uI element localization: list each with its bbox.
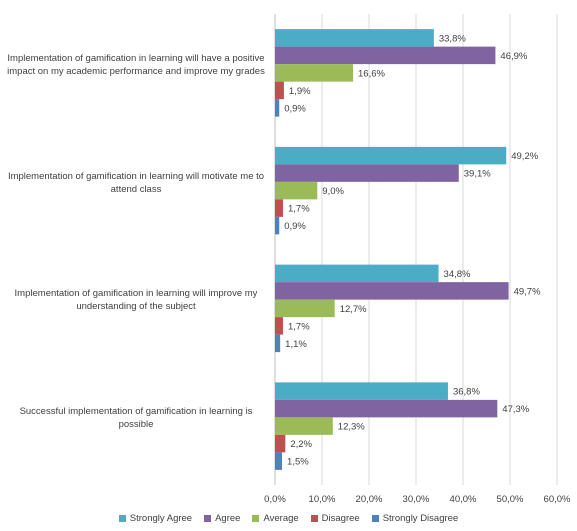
bar-disagree [275,199,283,217]
legend-label: Strongly Agree [129,513,193,524]
legend-swatch [252,515,260,522]
category-label: Implementation of gamification in learni… [14,288,258,313]
data-label: 1,5% [287,457,309,468]
data-label: 9,0% [322,186,344,197]
bar-agree [275,282,509,300]
data-label: 49,7% [514,286,541,297]
legend-label: Strongly Disagree [382,513,459,524]
bar-strongly-agree [275,29,434,47]
bar-strongly-disagree [275,452,283,470]
data-label: 12,7% [340,304,367,315]
bar-strongly-agree [275,382,448,400]
x-axis-ticks: 0,0% 10,0% 20,0% 30,0% 40,0% 50,0% 60,0% [264,494,571,505]
data-labels: 33,8% 46,9% 16,6% 1,9% 0,9% 49,2% 39,1% 9,0% 1,7… [284,33,541,467]
bar-disagree [275,317,283,335]
data-label: 1,1% [285,339,307,350]
data-label: 39,1% [464,169,491,180]
legend-label: Disagree [321,513,360,524]
x-tick-label: 50,0% [497,494,524,505]
x-tick-label: 20,0% [356,494,383,505]
bars [275,29,509,470]
x-tick-label: 30,0% [403,494,430,505]
legend-item: Strongly Agree [118,513,193,524]
bar-agree [275,46,496,65]
x-tick-label: 60,0% [544,494,571,505]
legend-item: Strongly Disagree [371,513,459,524]
legend-label: Average [263,513,299,524]
bar-disagree [275,434,286,453]
legend: Strongly Agree Agree Average Disagree Strong… [0,513,577,524]
category-label: Implementation of gamification in learni… [7,170,265,195]
bar-average [275,64,354,82]
legend-item: Disagree [310,513,360,524]
legend-item: Average [252,513,299,524]
data-label: 47,3% [502,404,529,415]
x-tick-label: 0,0% [264,494,286,505]
data-label: 34,8% [444,269,471,280]
legend-swatch [204,515,212,522]
data-label: 46,9% [500,51,527,62]
bar-average [275,299,335,318]
data-label: 33,8% [439,33,466,44]
bar-strongly-disagree [275,99,280,117]
bar-strongly-disagree [275,334,281,353]
legend-swatch [371,515,379,522]
data-label: 0,9% [284,103,306,114]
legend-swatch [118,515,126,522]
data-label: 1,9% [289,86,311,97]
bar-average [275,417,333,435]
bar-average [275,181,318,200]
bar-strongly-agree [275,264,439,283]
data-label: 1,7% [288,321,310,332]
data-label: 2,2% [290,439,312,450]
x-tick-label: 10,0% [309,494,336,505]
category-label: Successful implementation of gamificatio… [19,406,253,431]
x-tick-label: 40,0% [450,494,477,505]
bar-disagree [275,81,284,100]
data-label: 36,8% [453,387,480,398]
bar-agree [275,164,459,182]
legend-swatch [310,515,318,522]
bar-strongly-agree [275,146,507,165]
data-label: 0,9% [284,221,306,232]
legend-item: Agree [204,513,240,524]
data-label: 49,2% [511,151,538,162]
data-label: 1,7% [288,204,310,215]
bar-agree [275,399,498,418]
gridlines [274,14,558,485]
legend-label: Agree [215,513,241,524]
category-label: Implementation of gamification in learni… [7,52,265,77]
data-label: 12,3% [338,422,365,433]
data-label: 16,6% [358,68,385,79]
bar-strongly-disagree [275,216,280,235]
